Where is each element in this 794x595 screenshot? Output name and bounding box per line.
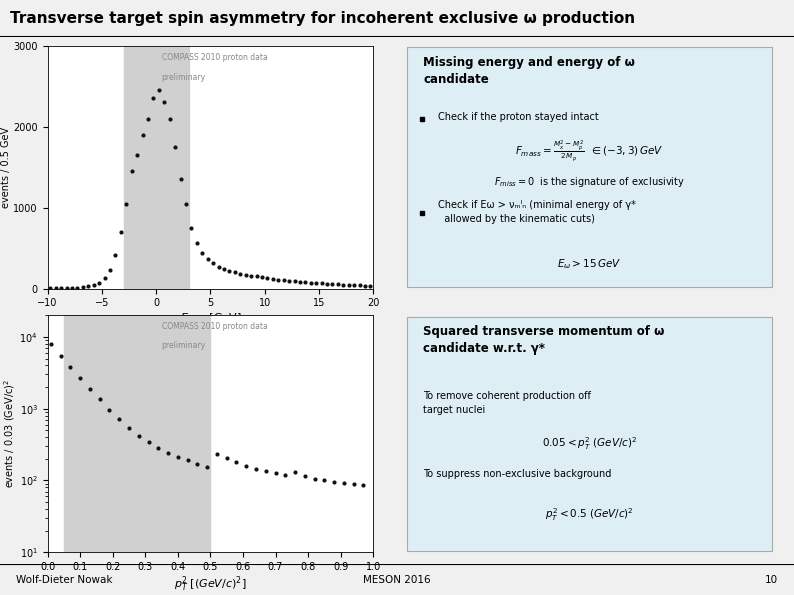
Text: $0.05 < p_T^2\;(GeV/c)^2$: $0.05 < p_T^2\;(GeV/c)^2$ bbox=[542, 435, 638, 452]
Bar bbox=[64, 315, 210, 552]
Text: preliminary: preliminary bbox=[162, 73, 206, 82]
X-axis label: $p_T^2\;[(GeV/c)^2]$: $p_T^2\;[(GeV/c)^2]$ bbox=[174, 575, 247, 594]
Text: Squared transverse momentum of ω
candidate w.r.t. γ*: Squared transverse momentum of ω candida… bbox=[423, 325, 665, 355]
Text: To suppress non-exclusive background: To suppress non-exclusive background bbox=[423, 469, 611, 480]
Text: $p_T^2 < 0.5\;(GeV/c)^2$: $p_T^2 < 0.5\;(GeV/c)^2$ bbox=[545, 506, 634, 522]
Bar bbox=[124, 46, 189, 289]
Y-axis label: events / 0.5 GeV: events / 0.5 GeV bbox=[1, 127, 10, 208]
FancyBboxPatch shape bbox=[407, 317, 773, 551]
Y-axis label: events / 0.03 (GeV/c)$^2$: events / 0.03 (GeV/c)$^2$ bbox=[2, 379, 17, 488]
Text: To remove coherent production off
target nuclei: To remove coherent production off target… bbox=[423, 391, 592, 415]
Text: $F_{mass} = \frac{M_x^2 - M_p^2}{2\,M_p}\;\;\in(-3,3)\,GeV$: $F_{mass} = \frac{M_x^2 - M_p^2}{2\,M_p}… bbox=[515, 139, 664, 164]
Text: 10: 10 bbox=[765, 575, 778, 584]
Text: MESON 2016: MESON 2016 bbox=[363, 575, 431, 584]
Text: Check if Eω > νₘᴵₙ (minimal energy of γ*
  allowed by the kinematic cuts): Check if Eω > νₘᴵₙ (minimal energy of γ*… bbox=[438, 200, 636, 224]
Text: preliminary: preliminary bbox=[162, 342, 206, 350]
Text: Missing energy and energy of ω
candidate: Missing energy and energy of ω candidate bbox=[423, 55, 635, 86]
Text: $E_\omega > 15\,GeV$: $E_\omega > 15\,GeV$ bbox=[557, 258, 622, 271]
Text: Check if the proton stayed intact: Check if the proton stayed intact bbox=[438, 112, 599, 123]
Text: COMPASS 2010 proton data: COMPASS 2010 proton data bbox=[162, 53, 268, 62]
X-axis label: $E_{miss}$ [GeV]: $E_{miss}$ [GeV] bbox=[179, 311, 241, 325]
Text: Transverse target spin asymmetry for incoherent exclusive ω production: Transverse target spin asymmetry for inc… bbox=[10, 11, 634, 26]
Text: Wolf-Dieter Nowak: Wolf-Dieter Nowak bbox=[16, 575, 113, 584]
FancyBboxPatch shape bbox=[407, 47, 773, 287]
Text: $F_{miss} = 0\;$ is the signature of exclusivity: $F_{miss} = 0\;$ is the signature of exc… bbox=[494, 175, 685, 189]
Text: COMPASS 2010 proton data: COMPASS 2010 proton data bbox=[162, 322, 268, 331]
